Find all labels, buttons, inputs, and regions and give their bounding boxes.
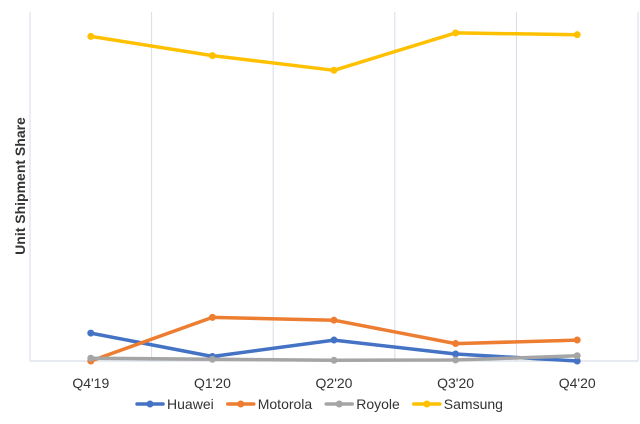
data-point-samsung	[87, 32, 95, 40]
legend-label: Samsung	[444, 396, 503, 412]
x-tick-label: Q1'20	[194, 375, 231, 391]
data-point-royole	[452, 356, 460, 364]
data-point-motorola	[208, 313, 216, 321]
data-point-huawei	[573, 357, 581, 365]
legend-label: Huawei	[167, 396, 214, 412]
legend-marker	[423, 400, 431, 408]
legend-label: Motorola	[258, 396, 313, 412]
data-point-huawei	[87, 329, 95, 337]
legend-marker	[237, 400, 245, 408]
legend-label: Royole	[356, 396, 400, 412]
series-samsung	[87, 29, 581, 74]
x-tick-label: Q4'20	[559, 375, 596, 391]
x-tick-label: Q3'20	[437, 375, 474, 391]
data-point-huawei	[452, 350, 460, 358]
grid-lines	[29, 12, 639, 362]
data-point-royole	[87, 354, 95, 362]
series-lines	[87, 29, 581, 365]
x-axis-tick-labels: Q4'19 Q1'20 Q2'20 Q3'20 Q4'20	[72, 375, 596, 391]
data-point-royole	[573, 352, 581, 360]
legend-item-motorola: Motorola	[225, 396, 313, 412]
x-tick-label: Q2'20	[316, 375, 353, 391]
data-point-samsung	[208, 52, 216, 60]
data-point-royole	[330, 356, 338, 364]
x-tick-label: Q4'19	[72, 375, 109, 391]
data-point-motorola	[452, 340, 460, 348]
series-line-samsung	[89, 31, 579, 73]
data-point-motorola	[330, 316, 338, 324]
legend-item-royole: Royole	[324, 396, 400, 412]
data-point-huawei	[330, 336, 338, 344]
legend: Huawei Motorola Royole Samsung	[135, 396, 503, 412]
series-royole	[87, 352, 581, 364]
legend-marker	[335, 400, 343, 408]
data-point-samsung	[573, 31, 581, 39]
data-point-samsung	[330, 66, 338, 74]
data-point-motorola	[573, 336, 581, 344]
legend-item-huawei: Huawei	[135, 396, 214, 412]
y-axis-title: Unit Shipment Share	[12, 117, 28, 255]
data-point-royole	[208, 355, 216, 363]
legend-item-samsung: Samsung	[412, 396, 503, 412]
data-point-samsung	[452, 29, 460, 37]
legend-marker	[146, 400, 154, 408]
